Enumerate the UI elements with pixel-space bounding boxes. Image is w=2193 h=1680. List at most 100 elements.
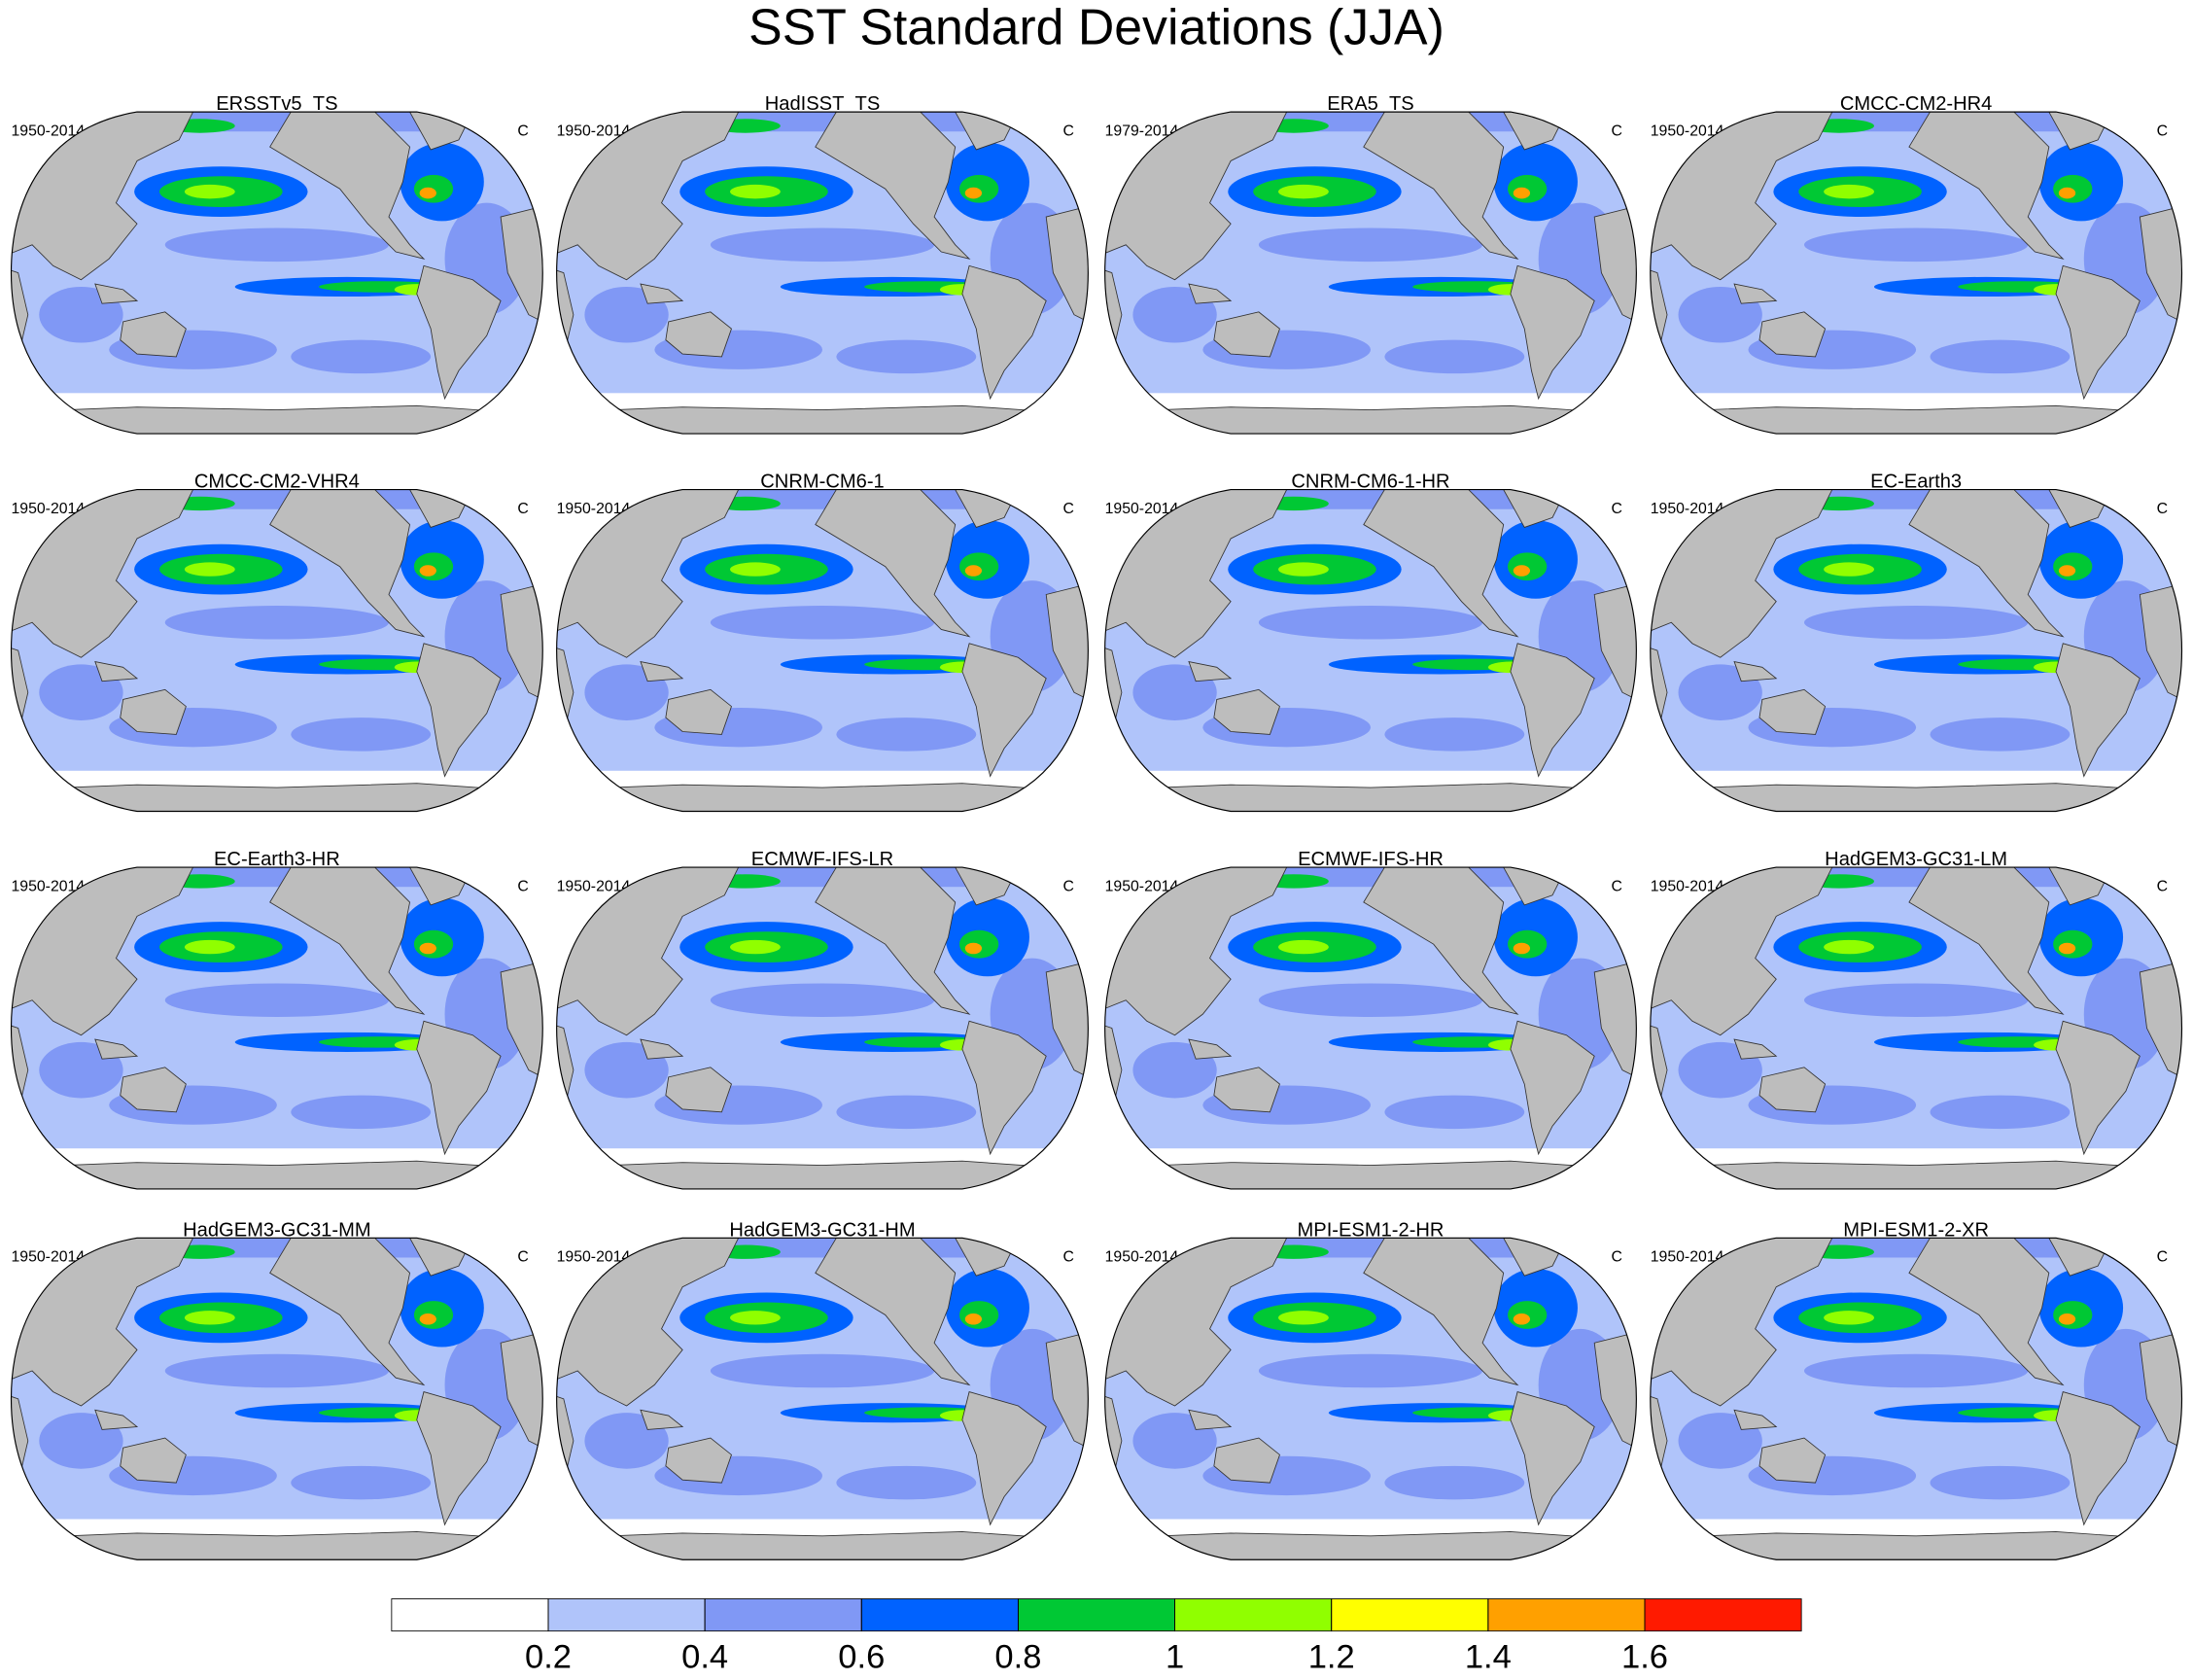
sst-low-band: [1650, 1519, 2182, 1536]
land: [640, 660, 684, 682]
land: [1363, 1238, 1519, 1386]
land: [1363, 867, 1519, 1015]
land: [665, 1437, 732, 1484]
colorbar-tick-label: 0.2: [525, 1639, 572, 1676]
map-panel: [1650, 1237, 2183, 1560]
sst-patch: [1513, 942, 1531, 955]
sst-patch: [419, 565, 436, 577]
land: [1593, 202, 1637, 330]
units-label: C: [2157, 501, 2168, 517]
sst-patch: [291, 1095, 432, 1130]
sst-patch: [1930, 718, 2071, 752]
sst-patch: [730, 1311, 781, 1325]
panel-title: ECMWF-IFS-HR: [1298, 849, 1444, 870]
map: [11, 112, 543, 435]
sst-patch: [1508, 552, 1548, 581]
land: [1908, 112, 2065, 260]
land: [1104, 1160, 1637, 1189]
land: [120, 311, 187, 358]
map: [1650, 489, 2182, 812]
sst-patch: [710, 983, 935, 1018]
land: [665, 1067, 732, 1113]
units-label: C: [1611, 501, 1621, 517]
sst-patch: [1508, 174, 1548, 203]
map: [11, 1238, 543, 1560]
period-label: 1950-2014: [1105, 1249, 1179, 1266]
land: [269, 489, 426, 638]
land: [1593, 579, 1637, 708]
land: [1213, 1067, 1280, 1113]
sst-patch: [291, 718, 432, 752]
sst-patch: [1513, 187, 1531, 199]
land: [2055, 643, 2141, 778]
land: [1908, 1238, 2065, 1386]
panel: HadGEM3-GC31-LM 1950-2014 C: [1650, 849, 2183, 1190]
panel-title: CNRM-CM6-1-HR: [1291, 472, 1449, 493]
land: [1650, 783, 2182, 812]
map: [556, 1238, 1089, 1560]
sst-low-band: [556, 393, 1089, 410]
map-panel: [1650, 866, 2183, 1190]
sst-patch: [1258, 983, 1483, 1018]
colorbar-box: [860, 1598, 1019, 1632]
sst-patch: [964, 565, 983, 577]
sst-low-band: [1104, 393, 1637, 410]
land: [961, 1391, 1047, 1526]
sst-patch: [184, 562, 235, 577]
period-label: 1950-2014: [1105, 878, 1179, 894]
map: [1104, 867, 1637, 1189]
land: [961, 643, 1047, 778]
map-outline: [1104, 489, 1637, 813]
land: [269, 1238, 426, 1386]
period-label: 1950-2014: [1651, 1249, 1724, 1266]
land: [1188, 283, 1233, 304]
map: [1650, 1238, 2182, 1560]
map-outline: [10, 489, 543, 813]
land: [1363, 489, 1519, 638]
units-label: C: [1062, 878, 1073, 894]
period-label: 1950-2014: [1651, 122, 1724, 139]
land: [500, 958, 543, 1085]
sst-patch: [1930, 1095, 2071, 1130]
colorbar-tick-label: 0.4: [681, 1639, 728, 1676]
colorbar-box: [547, 1598, 706, 1632]
land: [94, 283, 139, 304]
figure-title: SST Standard Deviations (JJA): [748, 0, 1445, 54]
colorbar-box: [391, 1598, 549, 1632]
sst-patch: [959, 174, 999, 203]
land: [1045, 579, 1089, 708]
panel: CNRM-CM6-1-HR 1950-2014 C: [1104, 472, 1637, 813]
map-panel: [556, 866, 1089, 1190]
map-panel: [1104, 866, 1637, 1190]
sst-patch: [2053, 552, 2093, 581]
panel: ECMWF-IFS-HR 1950-2014 C: [1104, 849, 1637, 1190]
panel: HadGEM3-GC31-HM 1950-2014 C: [556, 1219, 1089, 1560]
sst-low-band: [556, 1519, 1089, 1536]
panel: HadGEM3-GC31-MM 1950-2014 C: [10, 1219, 543, 1560]
panel-title: ERA5_TS: [1327, 93, 1413, 115]
panel-title: CMCC-CM2-HR4: [1840, 93, 1993, 115]
land: [640, 1409, 684, 1430]
land: [94, 1038, 139, 1060]
land: [640, 1038, 684, 1060]
land: [1908, 867, 2065, 1015]
map-outline: [556, 111, 1089, 435]
period-label: 1950-2014: [12, 501, 86, 517]
land: [1758, 311, 1827, 358]
land: [1733, 1409, 1778, 1430]
map: [556, 489, 1089, 812]
map-panel: [10, 111, 543, 435]
map-panel: [10, 866, 543, 1190]
sst-patch: [413, 552, 454, 581]
land: [416, 643, 502, 778]
land: [665, 688, 732, 735]
sst-patch: [164, 606, 389, 640]
land: [500, 579, 543, 708]
colorbar-box: [704, 1598, 862, 1632]
sst-low-band: [11, 770, 543, 788]
map-outline: [10, 111, 543, 435]
panel: ERA5_TS 1979-2014 C: [1104, 93, 1637, 435]
panel-title: EC-Earth3-HR: [214, 849, 340, 870]
colorbar-tick-label: 0.6: [838, 1639, 885, 1676]
